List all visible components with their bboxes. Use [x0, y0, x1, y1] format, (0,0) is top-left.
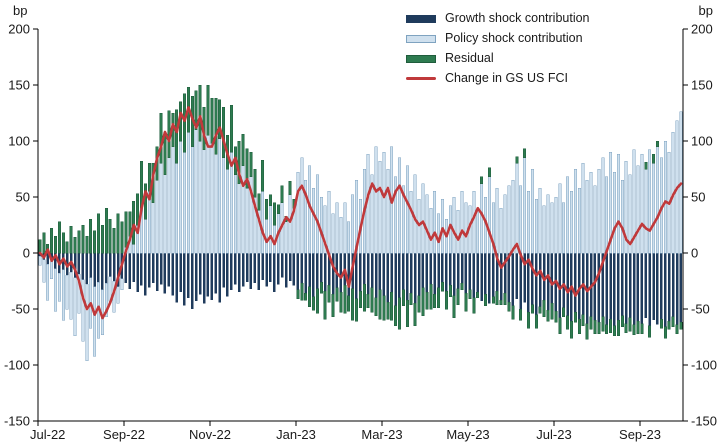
- x-tick-label: Sep-22: [103, 427, 145, 442]
- y-tick-label-left: 150: [8, 78, 30, 93]
- x-tick-label: Sep-23: [619, 427, 661, 442]
- legend-item-change-in-gs-us-fci: Change in GS US FCI: [406, 71, 590, 86]
- y-tick-label-right: 50: [691, 190, 705, 205]
- bars-growth-shock-contribution: [38, 253, 683, 327]
- x-tick-label: Jan-23: [276, 427, 316, 442]
- y-tick-label-right: -100: [691, 358, 717, 373]
- y-axis-unit-left: bp: [13, 3, 28, 18]
- y-tick-label-left: 200: [8, 22, 30, 37]
- legend-bar-swatch: [406, 54, 436, 63]
- chart-legend: Growth shock contribution Policy shock co…: [406, 11, 590, 86]
- legend-label: Residual: [445, 51, 494, 66]
- legend-label: Policy shock contribution: [445, 31, 583, 46]
- legend-item-residual: Residual: [406, 51, 590, 66]
- y-tick-label-left: 0: [23, 246, 30, 261]
- legend-bar-swatch: [406, 14, 436, 23]
- y-tick-label-right: -50: [691, 302, 710, 317]
- y-tick-label-right: -150: [691, 414, 717, 429]
- x-tick-label: Nov-22: [189, 427, 231, 442]
- y-tick-label-left: 50: [16, 190, 30, 205]
- y-tick-label-left: -100: [4, 358, 30, 373]
- y-tick-label-right: 200: [691, 22, 713, 37]
- legend-label: Growth shock contribution: [445, 11, 590, 26]
- y-tick-label-right: 100: [691, 134, 713, 149]
- y-tick-label-left: -50: [11, 302, 30, 317]
- y-axis-unit-right: bp: [698, 3, 713, 18]
- y-tick-label-right: 0: [691, 246, 698, 261]
- legend-item-growth-shock-contribution: Growth shock contribution: [406, 11, 590, 26]
- legend-item-policy-shock-contribution: Policy shock contribution: [406, 31, 590, 46]
- legend-bar-swatch: [406, 34, 436, 43]
- x-tick-label: May-23: [446, 427, 489, 442]
- x-tick-label: Jul-23: [536, 427, 571, 442]
- y-tick-label-left: 100: [8, 134, 30, 149]
- fci-change-line: [38, 106, 683, 320]
- legend-label: Change in GS US FCI: [445, 71, 568, 86]
- legend-line-swatch: [406, 77, 436, 80]
- y-tick-label-left: -150: [4, 414, 30, 429]
- x-tick-label: Jul-22: [30, 427, 65, 442]
- x-tick-label: Mar-23: [361, 427, 402, 442]
- y-tick-label-right: 150: [691, 78, 713, 93]
